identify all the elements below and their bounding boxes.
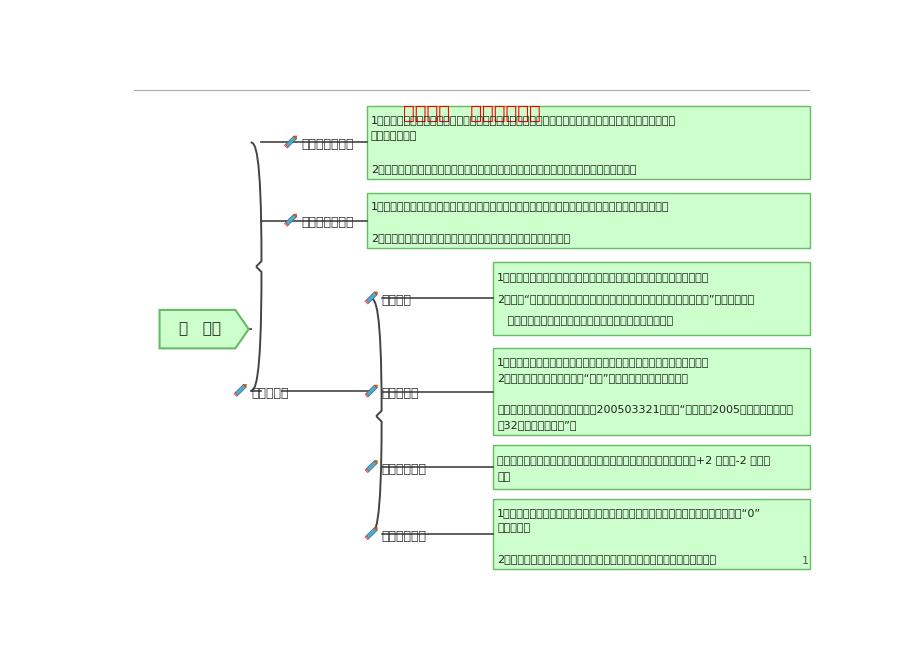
Text: 1、通过熟悉的事物从多个角度感受大数，了解较大数据所提供的信息。: 1、通过熟悉的事物从多个角度感受大数，了解较大数据所提供的信息。 [496, 273, 709, 283]
Polygon shape [365, 469, 369, 473]
Text: 1、通过投球游戏，认识复式条形统计图，了解复式条形统计图的特点。用不同的直条来统计两项或者两: 1、通过投球游戏，认识复式条形统计图，了解复式条形统计图的特点。用不同的直条来统… [370, 115, 675, 124]
Text: 1、认识复式折线统计图，了解复式折线统计图的特点。用不同的线来统计两项或者两项以上的项目。: 1、认识复式折线统计图，了解复式折线统计图的特点。用不同的线来统计两项或者两项以… [370, 201, 668, 212]
Text: 复式折线统计图: 复式折线统计图 [301, 216, 353, 229]
Polygon shape [374, 385, 377, 388]
Polygon shape [285, 136, 296, 147]
Polygon shape [284, 145, 288, 148]
Text: 专项部分   统计与可能性: 专项部分 统计与可能性 [403, 104, 539, 122]
Polygon shape [234, 384, 246, 395]
Polygon shape [293, 136, 296, 139]
Text: 1: 1 [800, 555, 808, 566]
Text: 生活中的数: 生活中的数 [251, 387, 289, 400]
Text: 比如，淘气为某同学设计的编码为200503321，表示“该同学是2005年入三班的，学号: 比如，淘气为某同学设计的编码为200503321，表示“该同学是2005年入三班… [496, 404, 792, 414]
Polygon shape [366, 527, 377, 538]
Polygon shape [293, 214, 296, 217]
Text: 数据世界: 数据世界 [381, 294, 411, 307]
Polygon shape [244, 384, 246, 387]
FancyBboxPatch shape [493, 262, 810, 335]
FancyBboxPatch shape [367, 193, 810, 248]
Text: 并能进行简单的估算，提高分析问题、解决问题的能力。: 并能进行简单的估算，提高分析问题、解决问题的能力。 [496, 316, 673, 326]
Polygon shape [366, 385, 377, 396]
Text: 2、会画折线统计图描述事物的变化情况，进一步体会折线统计图的特点。: 2、会画折线统计图描述事物的变化情况，进一步体会折线统计图的特点。 [496, 554, 715, 564]
Polygon shape [159, 310, 248, 348]
FancyBboxPatch shape [493, 348, 810, 435]
Text: 2、从统计图中获取尽可能多的信息，并对复式条形统计图中的数据做出相应的简单分析。: 2、从统计图中获取尽可能多的信息，并对复式条形统计图中的数据做出相应的简单分析。 [370, 163, 636, 174]
Polygon shape [374, 292, 377, 295]
Text: 用正负数表示一些日常生活中的问题，知道正负可以互相抵消。比如+2 可以和-2 互相抜: 用正负数表示一些日常生活中的问题，知道正负可以互相抵消。比如+2 可以和-2 互… [496, 454, 769, 465]
Polygon shape [365, 393, 369, 397]
Text: 五   统计: 五 统计 [178, 322, 221, 337]
Text: 复式条形统计图: 复式条形统计图 [301, 138, 353, 151]
Text: 正负数（二）: 正负数（二） [381, 530, 426, 543]
Text: 数字的用处: 数字的用处 [381, 387, 419, 400]
Text: 2、能在具体情境中了解一个“编号”中某些数字所代表的意义。: 2、能在具体情境中了解一个“编号”中某些数字所代表的意义。 [496, 372, 687, 383]
Text: 2、体会“将整体化为大致相等的部分，通过部分的数量估算整体的数量”的估算策略，: 2、体会“将整体化为大致相等的部分，通过部分的数量估算整体的数量”的估算策略， [496, 294, 754, 304]
Polygon shape [366, 461, 377, 472]
FancyBboxPatch shape [493, 499, 810, 568]
Polygon shape [365, 300, 369, 304]
Text: 是相对的。: 是相对的。 [496, 523, 529, 533]
Polygon shape [366, 292, 377, 303]
Text: 正负数（一）: 正负数（一） [381, 463, 426, 476]
Polygon shape [374, 527, 377, 531]
Text: 为32的同学，是男生”。: 为32的同学，是男生”。 [496, 420, 576, 430]
FancyBboxPatch shape [493, 445, 810, 488]
Polygon shape [374, 460, 377, 464]
Text: 消。: 消。 [496, 472, 510, 482]
Polygon shape [365, 536, 369, 540]
Text: 2、能从复式折线统计图中获取尽可能多的信息，体会数据的作用。: 2、能从复式折线统计图中获取尽可能多的信息，体会数据的作用。 [370, 233, 570, 243]
Polygon shape [284, 223, 288, 227]
Text: 项以上的项目。: 项以上的项目。 [370, 131, 416, 141]
Polygon shape [233, 393, 237, 396]
FancyBboxPatch shape [367, 106, 810, 179]
Text: 1、经历设计编码的过程，体会数字在表达、交流和传递信息中的作用。: 1、经历设计编码的过程，体会数字在表达、交流和传递信息中的作用。 [496, 357, 709, 367]
Polygon shape [285, 214, 296, 225]
Text: 1、能在具体的情境中把握数的相对大小关系，进一步加深对负数意义的理解，体会“0”: 1、能在具体的情境中把握数的相对大小关系，进一步加深对负数意义的理解，体会“0” [496, 508, 760, 518]
